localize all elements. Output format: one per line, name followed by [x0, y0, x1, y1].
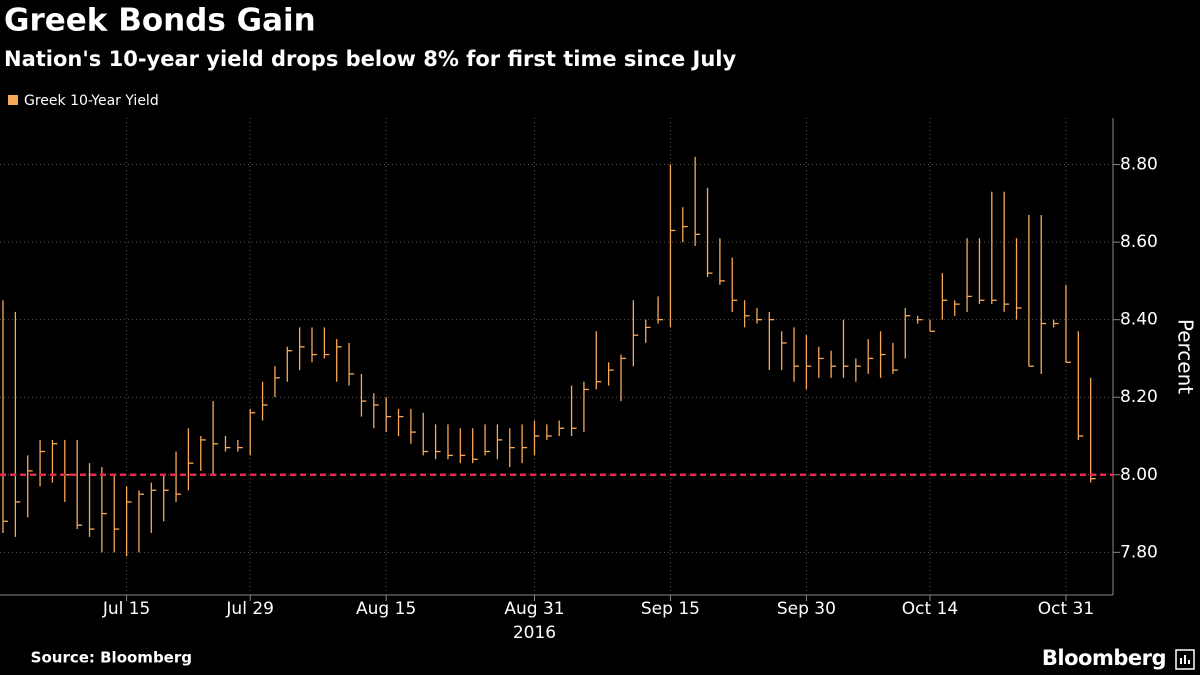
- x-tick-label: Oct 31: [1038, 599, 1094, 619]
- y-tick-label: 8.80: [1120, 155, 1158, 175]
- x-tick-label: Oct 14: [902, 599, 958, 619]
- x-tick-label: Jul 29: [225, 599, 274, 619]
- brand-icon: [1175, 649, 1195, 670]
- chart-subtitle: Nation's 10-year yield drops below 8% fo…: [4, 47, 737, 71]
- y-tick-label: 8.60: [1120, 232, 1158, 252]
- y-tick-label: 8.40: [1120, 310, 1158, 330]
- brand-logo: Bloomberg: [1042, 646, 1166, 670]
- x-tick-label: Sep 30: [777, 599, 836, 619]
- x-tick-label: Aug 31: [504, 599, 564, 619]
- y-tick-label: 7.80: [1120, 542, 1158, 562]
- y-tick-label: 8.00: [1120, 465, 1158, 485]
- source-note: Source: Bloomberg: [31, 649, 192, 667]
- year-label: 2016: [513, 623, 556, 643]
- x-tick-label: Jul 15: [102, 599, 151, 619]
- legend-swatch: [8, 95, 18, 105]
- x-tick-label: Sep 15: [641, 599, 700, 619]
- chart-title: Greek Bonds Gain: [4, 3, 316, 39]
- legend-label: Greek 10-Year Yield: [24, 93, 159, 109]
- y-axis-title: Percent: [1174, 319, 1198, 394]
- y-tick-label: 8.20: [1120, 387, 1158, 407]
- series-group: [2, 156, 1096, 557]
- x-tick-label: Aug 15: [356, 599, 416, 619]
